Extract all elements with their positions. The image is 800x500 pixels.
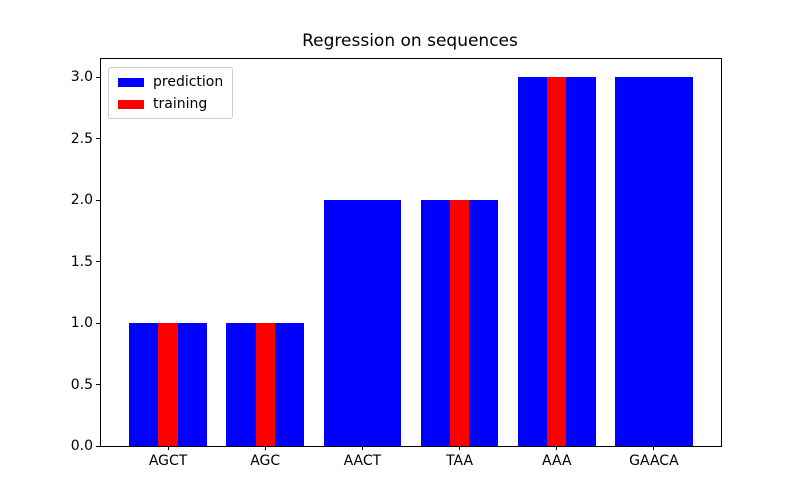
y-tick-mark — [96, 445, 100, 447]
x-tick-label: GAACA — [629, 453, 679, 469]
x-tick-label: AGCT — [148, 453, 188, 469]
x-tick-label: TAA — [446, 453, 474, 469]
x-tick-label: AACT — [343, 453, 382, 469]
legend-swatch-training — [118, 99, 144, 109]
legend: prediction training — [108, 67, 234, 119]
legend-swatch-prediction — [118, 77, 144, 87]
y-tick-label: 2.5 — [70, 130, 93, 147]
legend-item-training: training — [118, 96, 223, 112]
x-tick-mark — [653, 446, 655, 450]
x-tick-label: AAA — [542, 453, 572, 469]
x-tick-mark — [459, 446, 461, 450]
x-tick-label: AGC — [250, 453, 281, 469]
bar-training-AGCT — [158, 323, 178, 446]
x-tick-mark — [556, 446, 558, 450]
chart-title: Regression on sequences — [302, 31, 518, 51]
bar-prediction-AACT — [323, 200, 402, 446]
y-tick-label: 3.0 — [70, 69, 93, 86]
legend-label-training: training — [153, 96, 208, 112]
y-tick-mark — [96, 199, 100, 201]
bar-training-AGC — [255, 323, 275, 446]
x-tick-mark — [167, 446, 169, 450]
y-tick-mark — [96, 322, 100, 324]
bar-training-AAA — [547, 77, 567, 446]
y-tick-mark — [96, 138, 100, 140]
y-tick-mark — [96, 76, 100, 78]
plot-area: prediction training 0.0 0.5 1.0 1.5 2.0 2.5 3.… — [71, 58, 722, 469]
y-tick-label: 1.0 — [70, 315, 93, 332]
legend-label-prediction: prediction — [153, 74, 224, 90]
y-tick-label: 1.5 — [70, 253, 93, 270]
y-tick-label: 0.0 — [70, 438, 93, 454]
x-tick-mark — [361, 446, 363, 450]
bar-training-TAA — [449, 200, 470, 446]
y-tick-label: 0.5 — [70, 376, 93, 393]
y-tick-mark — [96, 261, 100, 263]
y-tick-mark — [96, 384, 100, 386]
y-tick-label: 2.0 — [70, 192, 93, 209]
x-tick-mark — [264, 446, 266, 450]
bar-prediction-GAACA — [615, 77, 693, 446]
legend-item-prediction: prediction — [118, 74, 223, 90]
